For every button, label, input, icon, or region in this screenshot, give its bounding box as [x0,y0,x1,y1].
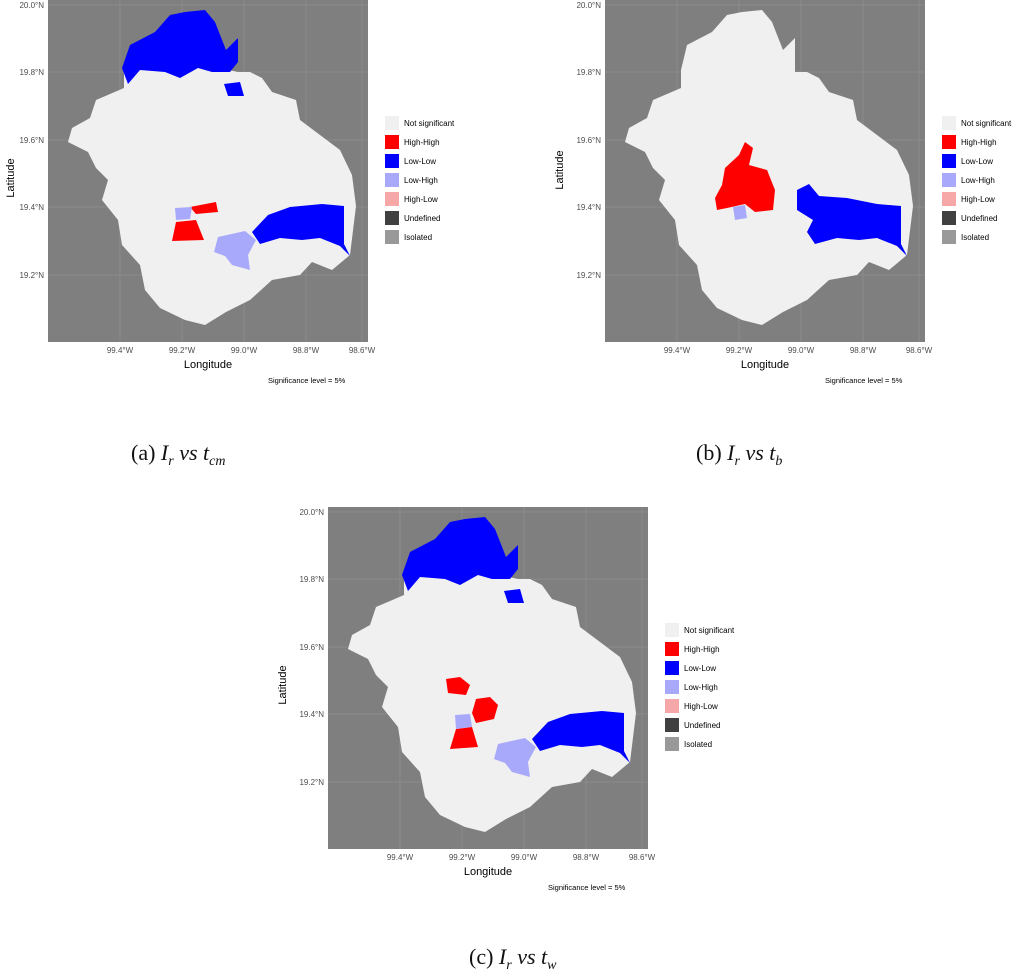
x-tick-label: 99.4°W [387,853,414,862]
cluster-low-low-east-c [532,711,630,763]
legend-label: Low-High [961,176,995,185]
y-tick-label: 20.0°N [576,1,601,10]
x-tick-label: 98.6°W [906,346,933,355]
legend-label: Undefined [404,214,440,223]
cluster-low-high-2-c [494,738,536,777]
legend-label: High-High [404,138,440,147]
legend-label: High-Low [684,702,718,711]
legend-label: Low-Low [961,157,993,166]
cluster-low-low-east-b [797,184,907,256]
legend-label: Undefined [961,214,997,223]
legend-label: Low-High [404,176,438,185]
x-tick-label: 99.4°W [664,346,691,355]
legend-label: Undefined [684,721,720,730]
x-tick-label: 98.6°W [349,346,376,355]
y-tick-label: 19.6°N [576,136,601,145]
caption-a: (a) Ir vs tcm [131,440,226,469]
legend-label: Low-Low [684,664,716,673]
cluster-low-high-1-c [455,714,472,729]
y-tick-label: 20.0°N [19,1,44,10]
cluster-low-high-2-a [214,231,256,270]
cluster-high-high-3-c [450,727,478,749]
map-panel-b: 20.0°N 19.8°N 19.6°N 19.4°N 19.2°N 99.4°… [554,0,1029,400]
map-figure-c: 20.0°N 19.8°N 19.6°N 19.4°N 19.2°N 99.4°… [277,507,735,892]
region-not-significant-a [68,62,356,325]
legend-label: Not significant [961,119,1012,128]
x-axis-title: Longitude [741,359,789,371]
legend-label: High-High [684,645,720,654]
y-tick-label: 19.4°N [576,203,601,212]
cluster-low-high-1-a [175,207,192,220]
caption-c: (c) Ir vs tw [469,944,557,973]
cluster-low-low-north-c [402,517,518,591]
y-tick-label: 19.2°N [299,778,324,787]
y-axis-title: Latitude [554,150,566,189]
cluster-low-low-east-a [252,204,350,256]
x-tick-label: 99.2°W [169,346,196,355]
significance-note: Significance level = 5% [548,883,626,892]
cluster-high-high-1-c [446,677,470,695]
cluster-low-low-north-b-c [504,589,524,603]
legend-label: Isolated [961,233,989,242]
legend-b: Not significant High-High Low-Low Low-Hi… [942,116,1012,244]
y-tick-label: 19.8°N [299,575,324,584]
map-figure-b: 20.0°N 19.8°N 19.6°N 19.4°N 19.2°N 99.4°… [554,0,1012,385]
x-axis-title: Longitude [184,359,232,371]
cluster-high-high-2-a [172,220,204,241]
y-tick-label: 19.2°N [576,271,601,280]
x-tick-label: 99.0°W [511,853,538,862]
x-tick-label: 99.4°W [107,346,134,355]
cluster-high-high-b [715,142,775,212]
y-tick-label: 20.0°N [299,508,324,517]
y-axis-title: Latitude [5,158,17,197]
caption-b: (b) Ir vs tb [696,440,783,469]
y-tick-label: 19.4°N [299,710,324,719]
cluster-low-low-north-a [122,10,238,84]
legend-label: Low-Low [404,157,436,166]
legend-label: High-Low [961,195,995,204]
map-panel-c: 20.0°N 19.8°N 19.6°N 19.4°N 19.2°N 99.4°… [277,507,760,907]
legend-c: Not significant High-High Low-Low Low-Hi… [665,623,735,751]
legend-label: Isolated [684,740,712,749]
legend-label: High-Low [404,195,438,204]
legend-label: Isolated [404,233,432,242]
x-tick-label: 98.8°W [293,346,320,355]
y-tick-label: 19.6°N [19,136,44,145]
cluster-high-high-2-c [472,697,498,723]
legend-label: Low-High [684,683,718,692]
legend-label: Not significant [404,119,455,128]
legend-label: High-High [961,138,997,147]
region-not-significant-b [625,10,913,325]
x-tick-label: 98.8°W [573,853,600,862]
x-tick-label: 99.2°W [726,346,753,355]
y-tick-label: 19.2°N [19,271,44,280]
cluster-high-high-1-a [190,202,218,214]
legend-a: Not significant High-High Low-Low Low-Hi… [385,116,455,244]
y-tick-label: 19.6°N [299,643,324,652]
y-tick-label: 19.4°N [19,203,44,212]
map-panel-a: 20.0°N 19.8°N 19.6°N 19.4°N 19.2°N 99.4°… [0,0,500,400]
y-axis-title: Latitude [277,665,289,704]
cluster-low-low-north-b-a [224,82,244,96]
x-tick-label: 98.8°W [850,346,877,355]
y-tick-label: 19.8°N [19,68,44,77]
x-tick-label: 99.0°W [231,346,258,355]
significance-note: Significance level = 5% [268,376,346,385]
x-axis-title: Longitude [464,866,512,878]
map-figure-a: 20.0°N 19.8°N 19.6°N 19.4°N 19.2°N 99.4°… [5,0,455,385]
x-tick-label: 99.2°W [449,853,476,862]
legend-label: Not significant [684,626,735,635]
y-tick-label: 19.8°N [576,68,601,77]
x-tick-label: 98.6°W [629,853,656,862]
cluster-low-high-b [733,205,747,220]
x-tick-label: 99.0°W [788,346,815,355]
significance-note: Significance level = 5% [825,376,903,385]
